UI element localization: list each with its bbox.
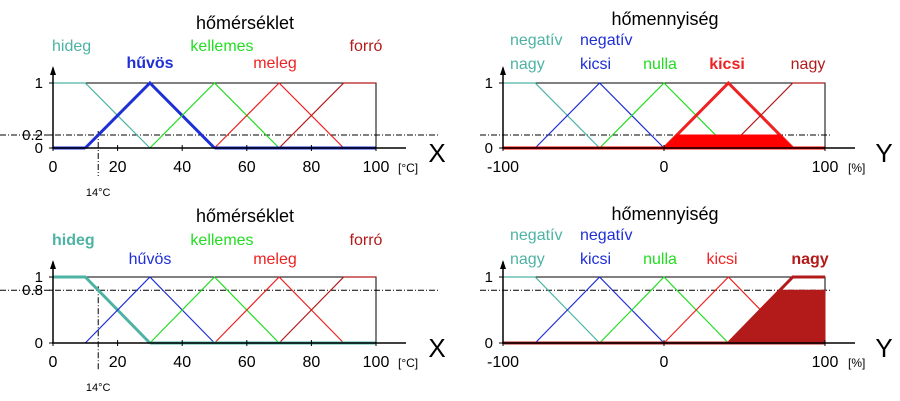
- input-marker-label: 14°C: [86, 187, 111, 199]
- y-axis-arrow: [500, 260, 506, 269]
- x-tick-label: 60: [238, 354, 256, 371]
- y-tick-label: 0.2: [22, 127, 43, 144]
- set-label: nagy: [791, 251, 828, 268]
- set-label-line2: kicsi: [580, 251, 611, 268]
- x-tick-label: 100: [363, 354, 390, 371]
- axis-symbol: Y: [875, 138, 892, 168]
- set-label-line2: nagy: [510, 251, 545, 268]
- set-label: hűvös: [126, 55, 173, 72]
- membership-line-3: [214, 82, 345, 149]
- x-tick-label: 60: [238, 159, 256, 176]
- x-tick-label: -100: [487, 354, 519, 371]
- membership-line-1: [534, 276, 665, 344]
- y-tick-label: 0: [485, 335, 493, 352]
- set-label: hűvös: [129, 251, 172, 268]
- axis-unit: [°C]: [398, 356, 418, 370]
- set-label-line1: negatív: [580, 227, 632, 244]
- set-label: forró: [350, 38, 383, 55]
- membership-line-2: [599, 276, 729, 344]
- set-label: meleg: [253, 251, 297, 268]
- set-label: nagy: [791, 56, 826, 73]
- membership-line-2: [149, 82, 280, 149]
- x-tick-label: 100: [363, 159, 390, 176]
- x-tick-label: -100: [487, 159, 519, 176]
- membership-line-0: [53, 275, 151, 345]
- set-label-line1: negatív: [510, 32, 562, 49]
- set-label: forró: [350, 232, 383, 249]
- chart-frame: [53, 82, 377, 148]
- y-axis-arrow: [50, 66, 56, 75]
- x-tick-label: 80: [303, 354, 321, 371]
- clipped-output-area: [727, 289, 826, 344]
- axis-unit: [%]: [848, 356, 865, 370]
- y-tick-label: 1: [35, 75, 43, 92]
- y-tick-label: 1: [485, 75, 493, 92]
- set-label: kellemes: [190, 232, 253, 249]
- membership-line-2: [149, 276, 280, 344]
- membership-line-1: [84, 276, 215, 344]
- chart-title: hőmérséklet: [196, 206, 294, 226]
- x-tick-label: 40: [173, 159, 191, 176]
- set-label: hideg: [52, 38, 91, 55]
- x-tick-label: 0: [49, 159, 58, 176]
- clipped-output-area: [662, 134, 795, 149]
- set-label: meleg: [253, 55, 297, 72]
- membership-line-0: [503, 276, 601, 344]
- set-label: kicsi: [706, 251, 737, 268]
- set-label: hideg: [52, 232, 95, 249]
- axis-symbol: X: [428, 333, 445, 363]
- set-label: kicsi: [709, 56, 745, 73]
- y-tick-label: 0: [35, 335, 43, 352]
- membership-line-3: [662, 80, 794, 150]
- membership-line-4: [278, 276, 376, 344]
- y-tick-label: 0: [35, 140, 43, 157]
- axis-symbol: X: [428, 138, 445, 168]
- set-label: kellemes: [190, 38, 253, 55]
- x-tick-label: 0: [660, 354, 669, 371]
- y-axis-arrow: [50, 260, 56, 269]
- axis-symbol: Y: [875, 333, 892, 363]
- input-marker-label: 14°C: [86, 382, 111, 394]
- x-tick-label: 40: [173, 354, 191, 371]
- membership-line-1: [84, 80, 216, 150]
- x-tick-label: 80: [303, 159, 321, 176]
- membership-line-4: [727, 82, 825, 149]
- set-label-line1: negatív: [510, 227, 562, 244]
- x-tick-label: 100: [812, 354, 839, 371]
- membership-line-0: [503, 82, 601, 149]
- set-label-line2: nagy: [510, 56, 545, 73]
- y-tick-label: 0: [485, 140, 493, 157]
- chart-title: hőmérséklet: [196, 13, 294, 33]
- x-tick-label: 100: [812, 159, 839, 176]
- membership-line-4: [278, 82, 376, 149]
- membership-line-1: [534, 82, 665, 149]
- y-tick-label: 0.8: [22, 282, 43, 299]
- set-label-line2: kicsi: [580, 56, 611, 73]
- chart-title: hőmennyiség: [611, 204, 718, 224]
- x-tick-label: 0: [660, 159, 669, 176]
- x-tick-label: 20: [109, 354, 127, 371]
- set-label-line1: negatív: [580, 32, 632, 49]
- x-tick-label: 20: [109, 159, 127, 176]
- set-label: nulla: [643, 251, 677, 268]
- axis-unit: [°C]: [398, 161, 418, 175]
- membership-line-0: [53, 82, 151, 149]
- set-label: nulla: [643, 56, 677, 73]
- chart-title: hőmennyiség: [611, 9, 718, 29]
- x-tick-label: 0: [49, 354, 58, 371]
- membership-line-2: [599, 82, 729, 149]
- y-tick-label: 1: [35, 269, 43, 286]
- y-axis-arrow: [500, 66, 506, 75]
- membership-line-3: [214, 276, 345, 344]
- y-tick-label: 1: [485, 269, 493, 286]
- chart-frame: [53, 276, 377, 343]
- axis-unit: [%]: [848, 161, 865, 175]
